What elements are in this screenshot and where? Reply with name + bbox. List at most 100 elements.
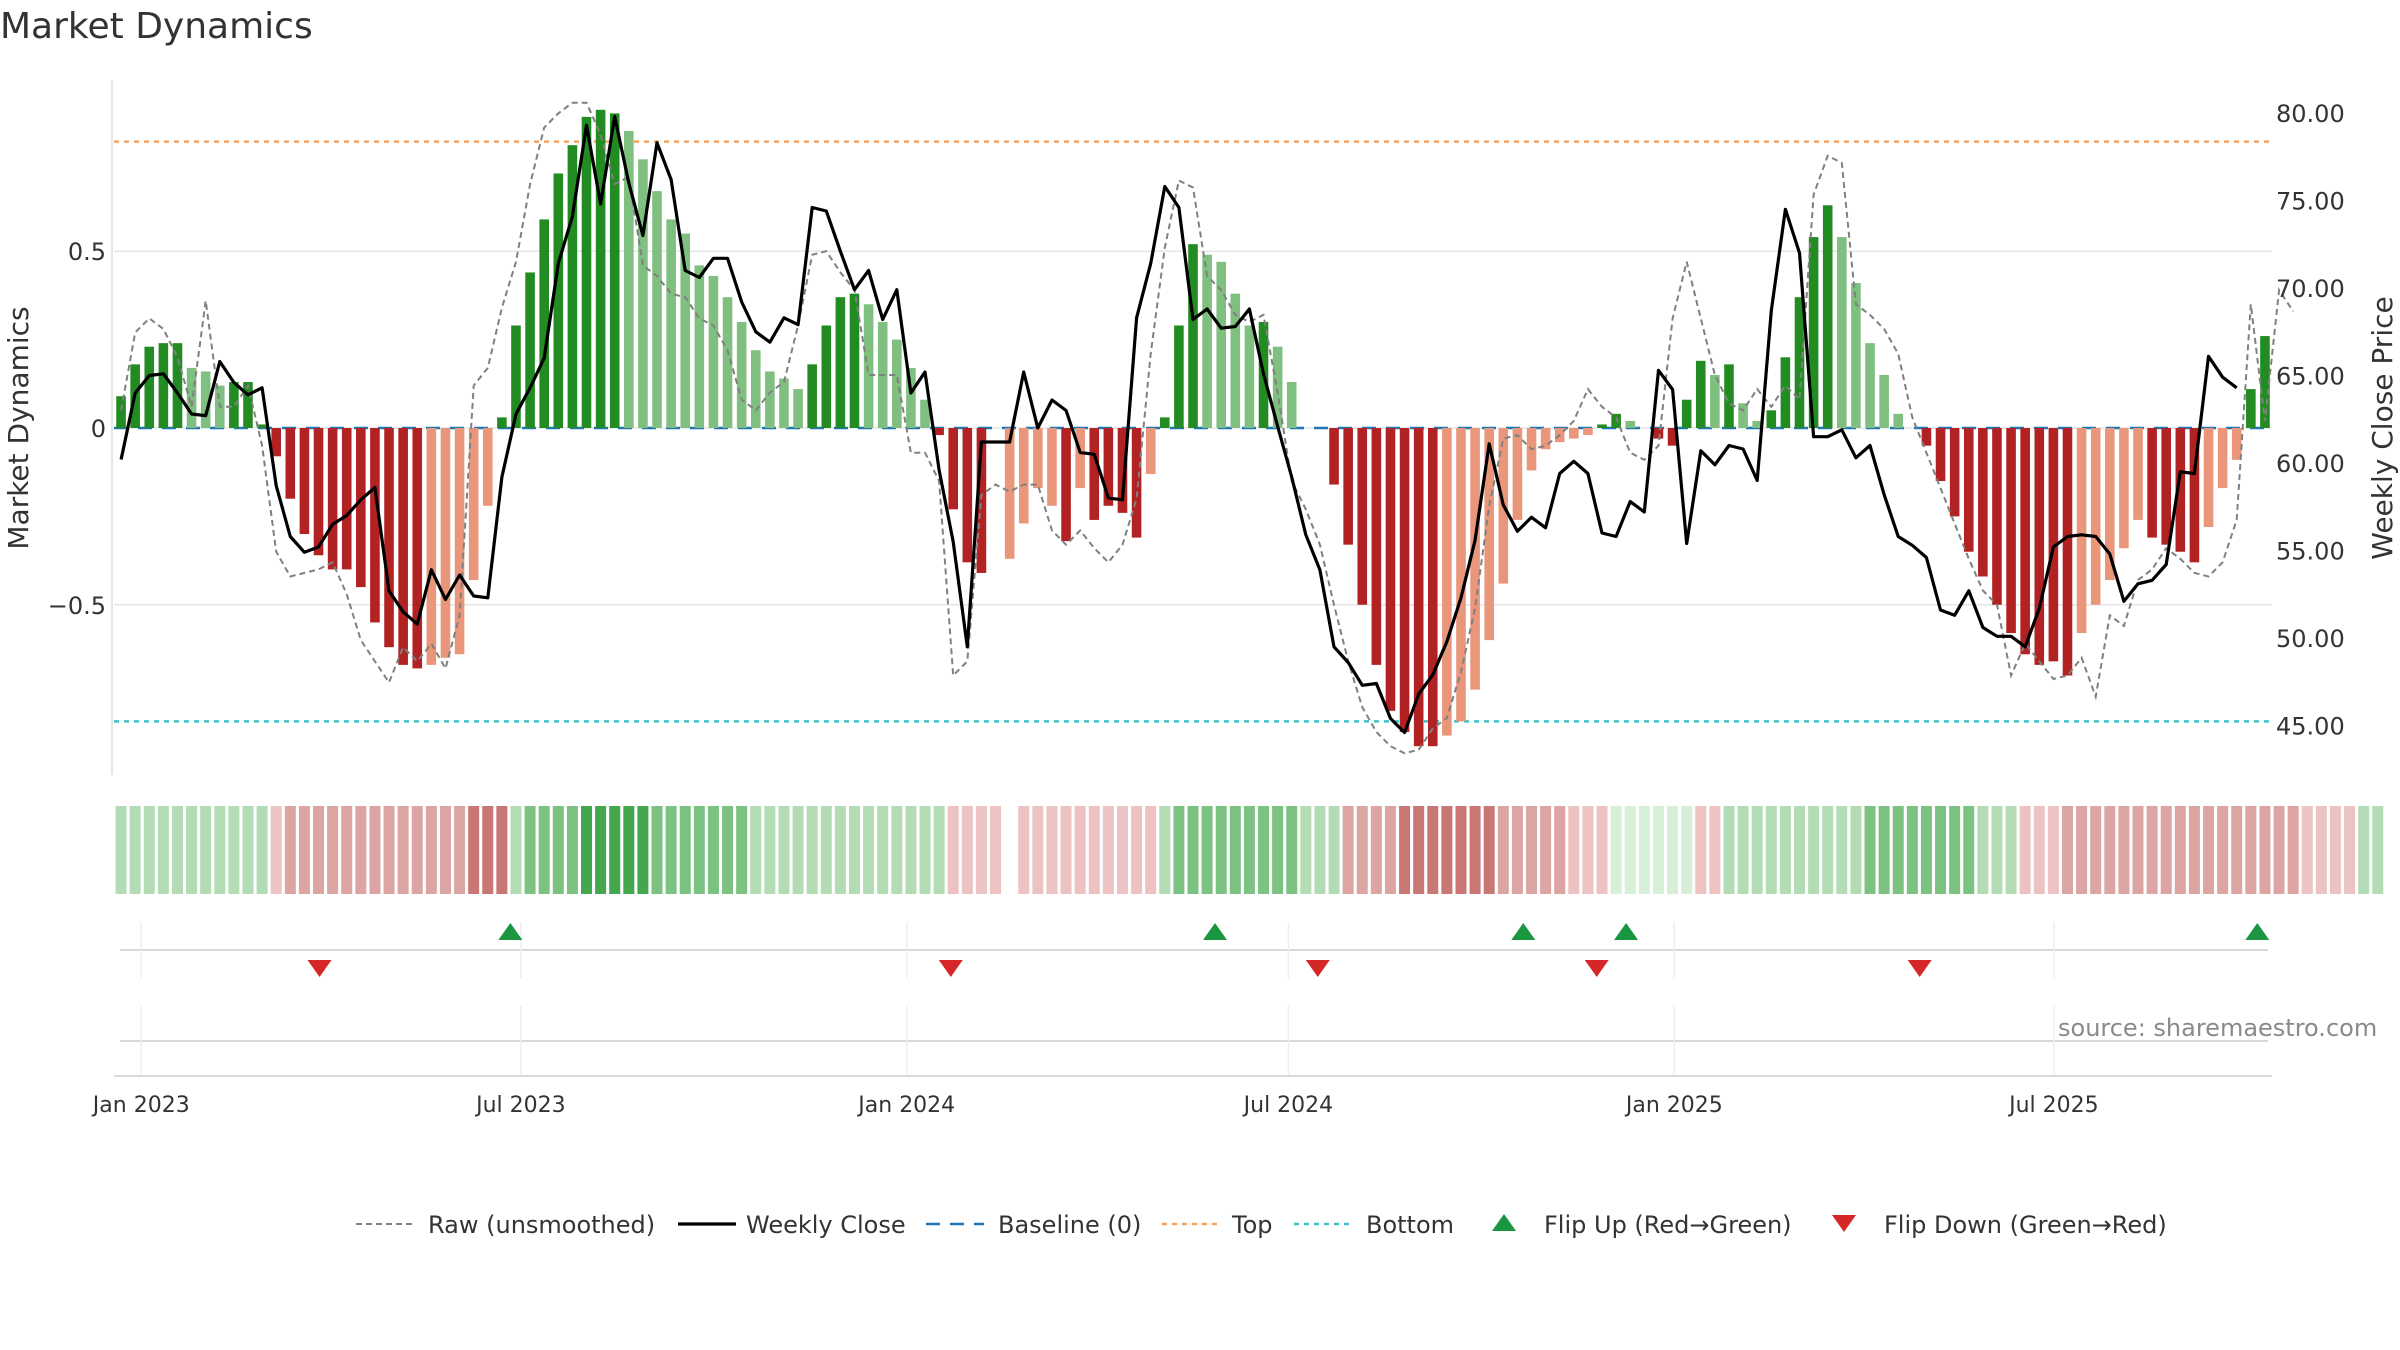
- regime-cell: [1850, 806, 1862, 894]
- right-tick-label: 65.00: [2276, 363, 2345, 391]
- dynamics-bar: [539, 219, 549, 428]
- dynamics-bar: [1738, 403, 1748, 428]
- dynamics-bar: [1047, 428, 1057, 506]
- regime-cell: [1300, 806, 1312, 894]
- regime-cell: [595, 806, 607, 894]
- dynamics-bar: [2147, 428, 2157, 538]
- regime-cell: [1836, 806, 1848, 894]
- regime-cell: [1667, 806, 1679, 894]
- regime-cell: [1977, 806, 1989, 894]
- dynamics-bar: [1470, 428, 1480, 690]
- regime-cell: [679, 806, 691, 894]
- regime-cell: [2358, 806, 2370, 894]
- regime-cell: [1511, 806, 1523, 894]
- regime-cell: [1906, 806, 1918, 894]
- regime-cell: [1822, 806, 1834, 894]
- dynamics-bar: [1174, 325, 1184, 428]
- regime-cell: [1723, 806, 1735, 894]
- dynamics-bar: [1710, 374, 1720, 428]
- legend-label: Bottom: [1366, 1211, 1454, 1239]
- regime-cell: [1920, 806, 1932, 894]
- dynamics-bar: [1033, 428, 1043, 489]
- regime-cell: [566, 806, 578, 894]
- regime-cell: [1074, 806, 1086, 894]
- dynamics-bar: [2090, 428, 2101, 605]
- dynamics-bar: [807, 364, 817, 428]
- regime-cell: [1709, 806, 1721, 894]
- regime-cell: [143, 806, 155, 894]
- regime-cell: [129, 806, 141, 894]
- weekly-close-line: [119, 114, 2238, 735]
- right-tick-label: 80.00: [2276, 100, 2345, 128]
- regime-cell: [2019, 806, 2031, 894]
- regime-cell: [651, 806, 663, 894]
- dynamics-bar: [779, 378, 789, 428]
- dynamics-bar: [1766, 410, 1777, 428]
- dynamics-bar: [2231, 428, 2242, 460]
- dynamics-bar: [722, 297, 733, 428]
- regime-cell: [990, 806, 1002, 894]
- left-tick-label: −0.5: [48, 592, 106, 620]
- dynamics-bar: [1597, 424, 1607, 428]
- dynamics-bar: [285, 428, 296, 499]
- regime-cell: [2118, 806, 2130, 894]
- dynamics-bar: [1569, 428, 1579, 439]
- regime-cell: [1229, 806, 1241, 894]
- dynamics-bar: [1963, 428, 1974, 552]
- dynamics-bar: [1681, 399, 1692, 428]
- regime-cell: [2287, 806, 2299, 894]
- regime-cell: [1991, 806, 2003, 894]
- dynamics-bar: [482, 428, 493, 506]
- regime-cell: [242, 806, 254, 894]
- dynamics-bar: [313, 428, 324, 556]
- x-tick-label: Jan 2025: [1624, 1093, 1723, 1118]
- left-axis: Market Dynamics 0.5 0 −0.5: [2, 80, 113, 775]
- regime-cell: [454, 806, 466, 894]
- dynamics-bar: [2246, 389, 2256, 428]
- regime-cell: [891, 806, 903, 894]
- regime-cell: [637, 806, 649, 894]
- dynamics-bar: [1822, 205, 1833, 428]
- dynamics-bar: [638, 159, 648, 429]
- regime-strip: [115, 806, 2384, 894]
- regime-cell: [256, 806, 268, 894]
- left-tick-label: 0.5: [68, 238, 106, 266]
- dynamics-bar: [2020, 428, 2030, 655]
- dynamics-bar: [186, 367, 197, 428]
- flip-up-marker: [1614, 923, 1639, 940]
- dynamics-bar: [765, 371, 775, 428]
- right-tick-label: 75.00: [2276, 188, 2345, 216]
- regime-cell: [792, 806, 804, 894]
- regime-cell: [877, 806, 889, 894]
- dynamics-bar: [341, 428, 352, 570]
- dynamics-bar: [906, 367, 916, 428]
- regime-cell: [1610, 806, 1622, 894]
- dynamics-bar: [624, 131, 634, 428]
- regime-cell: [2217, 806, 2229, 894]
- regime-cell: [623, 806, 635, 894]
- regime-cell: [1258, 806, 1270, 894]
- regime-cell: [1328, 806, 1340, 894]
- regime-cell: [1018, 806, 1030, 894]
- flip-markers-panel: [120, 922, 2270, 978]
- regime-cell: [1963, 806, 1975, 894]
- regime-cell: [1088, 806, 1100, 894]
- regime-cell: [355, 806, 367, 894]
- dynamics-bar: [398, 428, 408, 665]
- legend-swatch: [1832, 1215, 1856, 1232]
- dynamics-bar: [497, 417, 507, 428]
- regime-cell: [313, 806, 325, 894]
- regime-cell: [1751, 806, 1763, 894]
- regime-cell: [270, 806, 282, 894]
- dynamics-bar: [370, 428, 380, 623]
- regime-cell: [975, 806, 987, 894]
- regime-cell: [2005, 806, 2017, 894]
- dynamics-bar: [468, 428, 479, 581]
- dynamics-bar: [1611, 413, 1621, 428]
- dynamics-bar: [948, 428, 959, 510]
- regime-cell: [1892, 806, 1904, 894]
- dynamics-bar: [835, 297, 846, 428]
- regime-cell: [171, 806, 183, 894]
- dynamics-bar: [1808, 237, 1819, 428]
- legend-swatch: [1492, 1214, 1516, 1231]
